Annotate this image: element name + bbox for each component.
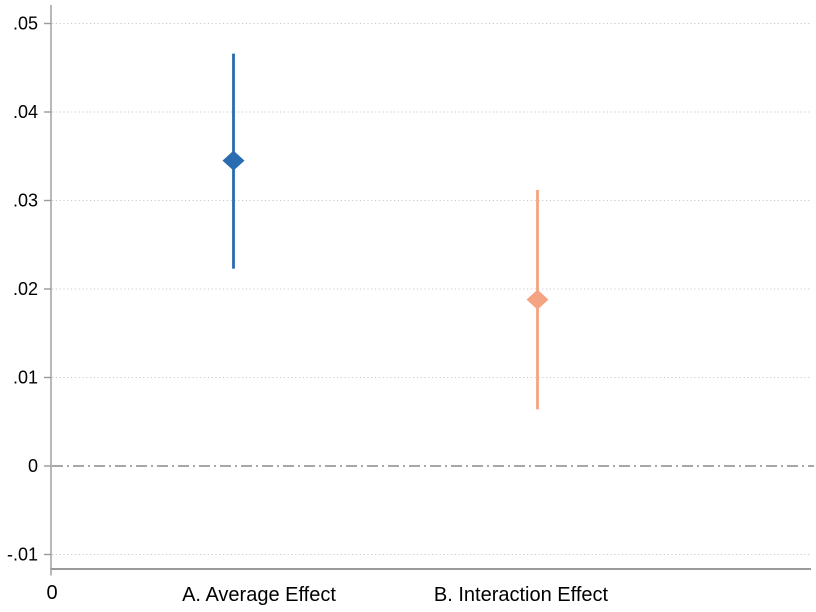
y-tick-label: .05 [13,14,38,34]
y-tick-label: .01 [13,368,38,388]
y-tick-label: 0 [28,456,38,476]
category-label: B. Interaction Effect [434,584,609,606]
y-tick-label: .03 [13,191,38,211]
x-origin-label: 0 [46,582,57,604]
category-label: A. Average Effect [182,584,336,606]
y-tick-label: -.01 [7,545,38,565]
estimate-marker [222,150,245,171]
estimate-marker [526,289,549,310]
y-tick-label: .04 [13,102,38,122]
y-tick-label: .02 [13,279,38,299]
